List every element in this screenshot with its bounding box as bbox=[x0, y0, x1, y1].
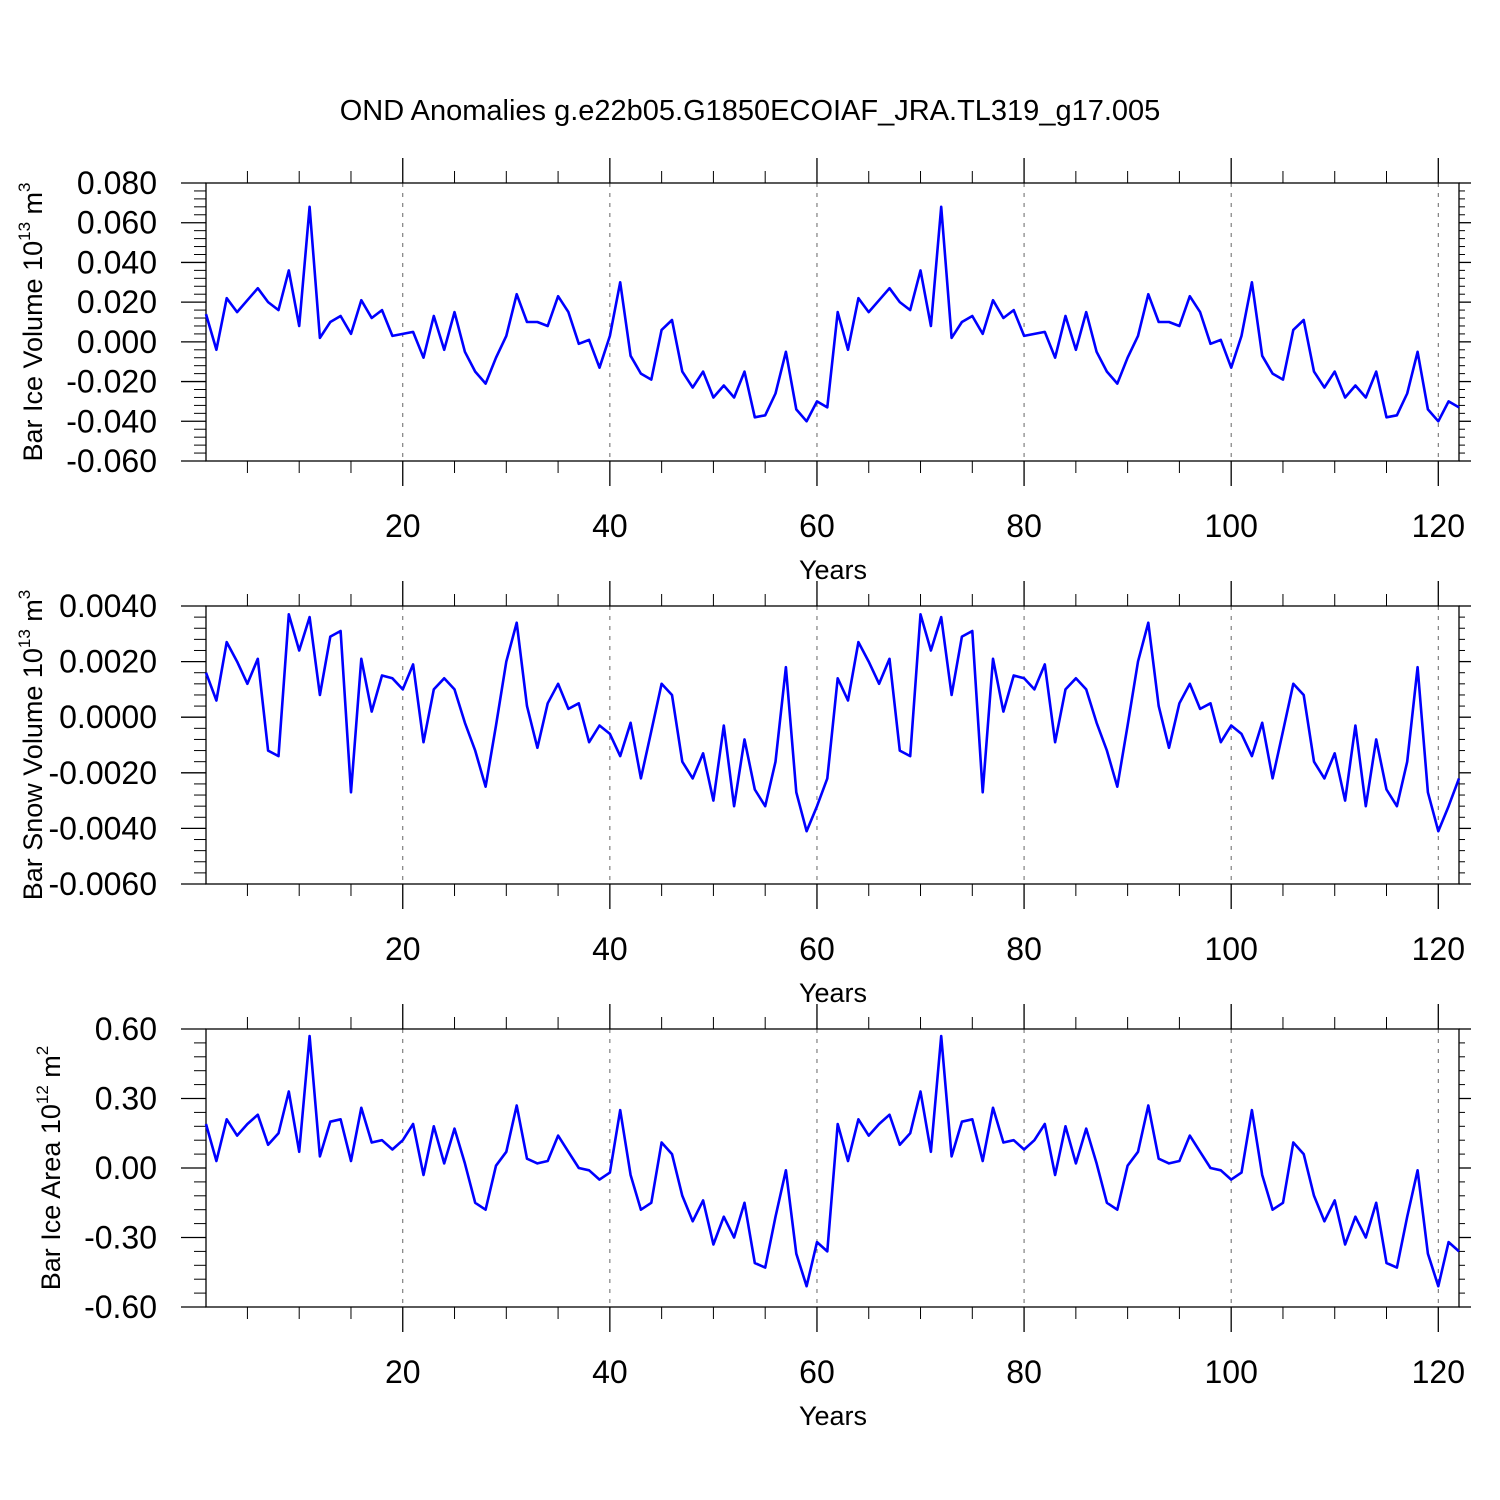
y-axis-title-exponent: 13 bbox=[15, 222, 34, 241]
y-axis-title-unit: m bbox=[36, 1055, 66, 1085]
x-tick-label: 100 bbox=[1204, 931, 1257, 967]
plot-frame-ice-volume bbox=[205, 182, 1460, 462]
x-tick-label: 100 bbox=[1204, 508, 1257, 544]
y-tick-label: 0.00 bbox=[95, 1150, 157, 1186]
x-tick-label: 120 bbox=[1412, 931, 1465, 967]
y-tick-label: 0.0040 bbox=[59, 588, 157, 624]
y-tick-label: 0.020 bbox=[77, 284, 157, 320]
series-line-snow-volume bbox=[204, 612, 1461, 833]
y-tick-label: 0.060 bbox=[77, 205, 157, 241]
x-tick-label: 80 bbox=[1006, 508, 1042, 544]
y-tick-label: 0.0000 bbox=[59, 699, 157, 735]
y-tick-label: 0.000 bbox=[77, 324, 157, 360]
y-axis-title-unit: m bbox=[18, 599, 48, 629]
y-axis-title-unit-exponent: 3 bbox=[15, 590, 34, 599]
x-axis-title: Years bbox=[799, 1401, 867, 1431]
y-tick-label: 0.080 bbox=[77, 165, 157, 201]
x-tick-label: 60 bbox=[799, 931, 835, 967]
plot-frame-ice-area bbox=[205, 1028, 1460, 1308]
x-tick-label: 60 bbox=[799, 508, 835, 544]
x-tick-label: 80 bbox=[1006, 931, 1042, 967]
y-tick-label: -0.60 bbox=[84, 1289, 157, 1325]
y-axis-title-unit: m bbox=[18, 192, 48, 222]
x-tick-label: 40 bbox=[592, 931, 628, 967]
x-tick-label: 40 bbox=[592, 1354, 628, 1390]
x-tick-label: 100 bbox=[1204, 1354, 1257, 1390]
y-axis-title: Bar Ice Area 1012 m2 bbox=[33, 1046, 66, 1291]
y-tick-label: -0.060 bbox=[66, 443, 157, 479]
x-tick-label: 120 bbox=[1412, 508, 1465, 544]
y-axis-title-exponent: 13 bbox=[15, 629, 34, 648]
y-axis-title-main: Bar Snow Volume 10 bbox=[18, 648, 48, 900]
y-axis-title-exponent: 12 bbox=[33, 1085, 52, 1104]
x-axis-title: Years bbox=[799, 978, 867, 1008]
x-tick-label: 80 bbox=[1006, 1354, 1042, 1390]
chart-title: OND Anomalies g.e22b05.G1850ECOIAF_JRA.T… bbox=[340, 95, 1161, 127]
x-tick-label: 20 bbox=[385, 1354, 421, 1390]
y-tick-label: -0.30 bbox=[84, 1220, 157, 1256]
x-tick-label: 20 bbox=[385, 931, 421, 967]
y-tick-label: 0.60 bbox=[95, 1011, 157, 1047]
y-axis-title-main: Bar Ice Area 10 bbox=[36, 1104, 66, 1290]
y-axis-title-main: Bar Ice Volume 10 bbox=[18, 241, 48, 462]
y-tick-label: 0.0020 bbox=[59, 644, 157, 680]
series-line-ice-area bbox=[204, 1034, 1460, 1288]
plot-frame-snow-volume bbox=[205, 605, 1460, 885]
panel-snow-volume: -0.0060 -0.0040 -0.0020 0.0000 0.0020 0.0040 2… bbox=[15, 581, 1471, 1008]
y-tick-label: 0.040 bbox=[77, 244, 157, 280]
y-axis-title: Bar Snow Volume 1013 m3 bbox=[15, 590, 48, 901]
x-tick-label: 20 bbox=[385, 508, 421, 544]
y-tick-label: -0.0020 bbox=[48, 755, 157, 791]
y-tick-label: -0.040 bbox=[66, 403, 157, 439]
x-tick-label: 120 bbox=[1412, 1354, 1465, 1390]
y-tick-label: -0.0060 bbox=[48, 866, 157, 902]
y-axis-title-unit-exponent: 2 bbox=[33, 1046, 52, 1055]
y-tick-label: 0.30 bbox=[95, 1081, 157, 1117]
series-line-ice-volume bbox=[204, 205, 1460, 423]
y-tick-label: -0.020 bbox=[66, 364, 157, 400]
y-axis-title-unit-exponent: 3 bbox=[15, 182, 34, 191]
x-tick-label: 40 bbox=[592, 508, 628, 544]
panel-ice-area: -0.60 -0.30 0.00 0.30 0.60 20 40 60 80 100 120 Year… bbox=[33, 1004, 1471, 1431]
y-axis-title: Bar Ice Volume 1013 m3 bbox=[15, 182, 48, 461]
x-tick-label: 60 bbox=[799, 1354, 835, 1390]
x-axis-title: Years bbox=[799, 555, 867, 585]
y-tick-label: -0.0040 bbox=[48, 810, 157, 846]
